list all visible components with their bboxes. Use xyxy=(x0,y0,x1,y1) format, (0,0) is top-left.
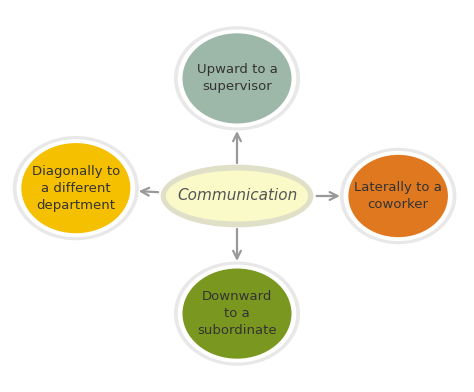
Circle shape xyxy=(21,143,130,233)
Text: Laterally to a
coworker: Laterally to a coworker xyxy=(354,181,442,211)
Circle shape xyxy=(340,148,456,244)
Circle shape xyxy=(13,136,139,240)
Text: Diagonally to
a different
department: Diagonally to a different department xyxy=(32,165,120,212)
Text: Downward
to a
subordinate: Downward to a subordinate xyxy=(197,290,277,337)
Circle shape xyxy=(178,265,296,363)
Ellipse shape xyxy=(161,165,313,227)
Text: Upward to a
supervisor: Upward to a supervisor xyxy=(197,64,277,93)
Circle shape xyxy=(182,269,292,359)
Circle shape xyxy=(344,151,453,241)
Circle shape xyxy=(17,139,135,237)
Circle shape xyxy=(182,33,292,123)
Circle shape xyxy=(174,26,300,131)
Ellipse shape xyxy=(166,171,308,221)
Circle shape xyxy=(178,29,296,127)
Circle shape xyxy=(348,155,448,237)
Text: Communication: Communication xyxy=(177,189,297,203)
Circle shape xyxy=(174,261,300,366)
